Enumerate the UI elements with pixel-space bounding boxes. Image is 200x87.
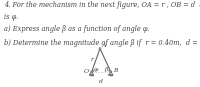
- Circle shape: [99, 48, 101, 50]
- Text: is φ.: is φ.: [4, 13, 18, 21]
- Text: β: β: [104, 67, 108, 72]
- Text: φ: φ: [94, 67, 98, 72]
- Text: B: B: [113, 68, 118, 73]
- Text: A: A: [101, 43, 106, 48]
- Text: O: O: [84, 69, 89, 74]
- Text: b) Determine the magnitude of angle β if  r = 0.40m,  d = 0.75m and φ = 35°.: b) Determine the magnitude of angle β if…: [4, 39, 200, 47]
- Circle shape: [91, 71, 93, 73]
- Text: a) Express angle β as a function of angle φ.: a) Express angle β as a function of angl…: [4, 25, 150, 33]
- Circle shape: [110, 71, 112, 73]
- Text: 4. For the mechanism in the next figure, OA = r , OB = d  and the angle between : 4. For the mechanism in the next figure,…: [4, 1, 200, 9]
- Text: d: d: [99, 79, 103, 84]
- Text: r: r: [90, 57, 93, 62]
